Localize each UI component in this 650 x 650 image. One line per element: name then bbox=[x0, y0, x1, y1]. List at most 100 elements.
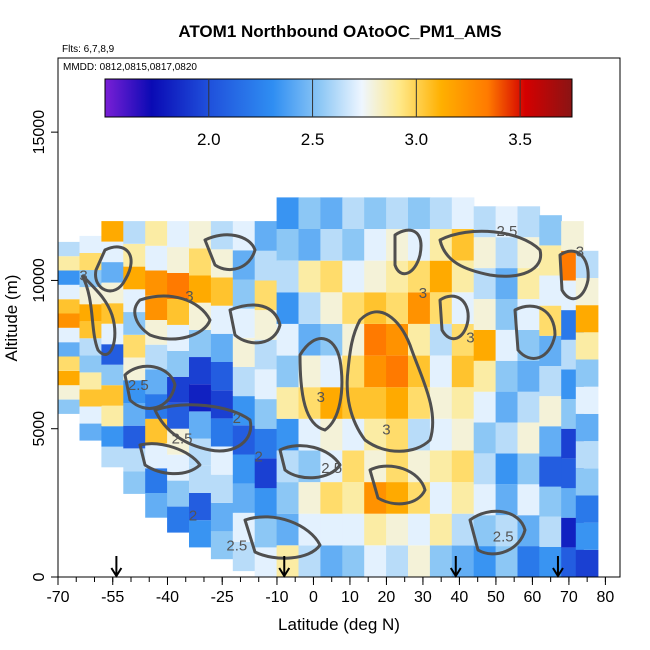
heatmap-cell bbox=[276, 292, 300, 324]
heatmap-cell bbox=[189, 302, 212, 330]
heatmap-cell bbox=[495, 515, 519, 547]
heatmap-cell bbox=[254, 221, 278, 251]
heatmap-cell bbox=[386, 292, 409, 324]
heatmap-cell bbox=[57, 327, 81, 343]
heatmap-cell bbox=[364, 545, 387, 577]
heatmap-cell bbox=[539, 426, 562, 457]
y-axis: 0 5000 10000 15000 bbox=[31, 110, 58, 581]
colorbar-tick-label: 3.5 bbox=[508, 130, 532, 149]
heatmap-cell bbox=[210, 474, 234, 503]
heatmap-cell bbox=[364, 260, 387, 293]
heatmap-cell bbox=[517, 299, 541, 330]
heatmap-cell bbox=[429, 418, 453, 451]
heatmap-cell bbox=[298, 545, 322, 577]
flight-arrows bbox=[110, 556, 564, 578]
heatmap-cell bbox=[386, 418, 409, 451]
heatmap-cell bbox=[145, 344, 168, 370]
heatmap-cell bbox=[276, 197, 300, 229]
profiles-layer bbox=[57, 197, 599, 577]
heatmap-cell bbox=[451, 197, 475, 229]
contour-line bbox=[203, 233, 257, 271]
heatmap-cell bbox=[167, 273, 190, 299]
heatmap-cell bbox=[575, 386, 599, 414]
y-tick-label: 10000 bbox=[31, 258, 48, 303]
x-tick-label: 30 bbox=[414, 589, 432, 606]
heatmap-cell bbox=[167, 454, 190, 481]
heatmap-cell bbox=[364, 292, 387, 324]
heatmap-cell bbox=[429, 355, 453, 388]
flight-arrow bbox=[449, 556, 462, 578]
heatmap-cell bbox=[517, 268, 541, 299]
contour-label: 2.5 bbox=[496, 223, 517, 240]
heatmap-cell bbox=[276, 418, 300, 451]
colorbar-ticks: 2.0 2.5 3.0 3.5 bbox=[197, 79, 532, 149]
heatmap-cell bbox=[539, 396, 562, 427]
heatmap-cell bbox=[473, 360, 497, 392]
heatmap-cell bbox=[539, 215, 562, 246]
heatmap-cell bbox=[210, 502, 234, 532]
heatmap-cell bbox=[408, 387, 431, 419]
contour-label: 2.5 bbox=[172, 431, 193, 448]
heatmap-cell bbox=[123, 471, 146, 494]
heatmap-cell bbox=[451, 323, 475, 356]
heatmap-cell bbox=[298, 292, 322, 324]
heatmap-cell bbox=[189, 248, 212, 276]
heatmap-cell bbox=[342, 482, 365, 514]
heatmap-cell bbox=[167, 480, 190, 507]
heatmap-cell bbox=[364, 355, 387, 388]
heatmap-cell bbox=[254, 488, 278, 518]
heatmap-cell bbox=[145, 245, 168, 271]
heatmap-cell bbox=[575, 305, 599, 333]
heatmap-cell bbox=[101, 323, 124, 345]
heatmap-cell bbox=[364, 229, 387, 261]
contour-line bbox=[123, 364, 177, 410]
heatmap-cell bbox=[167, 247, 190, 273]
heatmap-cell bbox=[123, 334, 146, 358]
heatmap-cell bbox=[254, 517, 278, 548]
contour-label: 3 bbox=[79, 267, 87, 284]
heatmap-cell bbox=[539, 245, 562, 276]
heatmap-cell bbox=[167, 402, 190, 429]
heatmap-cell bbox=[298, 355, 322, 388]
heatmap-cell bbox=[101, 446, 124, 468]
heatmap-cell bbox=[232, 541, 256, 572]
heatmap-cell bbox=[276, 482, 300, 514]
y-tick-label: 15000 bbox=[31, 110, 48, 155]
colorbar-gradient bbox=[104, 78, 573, 118]
contour-line bbox=[133, 294, 212, 341]
heatmap-cell bbox=[210, 531, 234, 560]
contour-line bbox=[138, 442, 202, 476]
heatmap-cell bbox=[408, 513, 431, 546]
heatmap-cell bbox=[145, 443, 168, 469]
heatmap-cell bbox=[539, 275, 562, 306]
heatmap-cell bbox=[232, 337, 256, 367]
heatmap-cell bbox=[210, 277, 234, 306]
heatmap-cell bbox=[254, 339, 278, 370]
heatmap-cell bbox=[575, 549, 599, 577]
heatmap-cell bbox=[386, 197, 409, 229]
heatmap-cell bbox=[101, 221, 124, 242]
heatmap-cell bbox=[517, 360, 541, 392]
heatmap-cell bbox=[189, 465, 212, 493]
heatmap-cell bbox=[539, 486, 562, 517]
heatmap-cell bbox=[232, 279, 256, 309]
heatmap-cell bbox=[320, 323, 343, 356]
heatmap-cell bbox=[57, 370, 81, 386]
heatmap-cell bbox=[320, 292, 343, 324]
heatmap-cell bbox=[364, 197, 387, 229]
heatmap-cell bbox=[145, 418, 168, 444]
x-tick-label: 10 bbox=[341, 589, 359, 606]
heatmap-cell bbox=[167, 299, 190, 325]
heatmap-cell bbox=[342, 260, 365, 293]
contour-line bbox=[438, 229, 543, 278]
heatmap-cell bbox=[145, 369, 168, 395]
x-tick-label: -10 bbox=[265, 589, 288, 606]
heatmap-cell bbox=[210, 446, 234, 475]
heatmap-cell bbox=[495, 453, 519, 485]
heatmap-cell bbox=[539, 305, 562, 336]
contour-line bbox=[94, 245, 133, 293]
heatmap-cell bbox=[254, 547, 278, 577]
heatmap-cell bbox=[451, 513, 475, 546]
heatmap-cell bbox=[342, 450, 365, 483]
y-axis-label: Altitude (m) bbox=[2, 275, 21, 362]
